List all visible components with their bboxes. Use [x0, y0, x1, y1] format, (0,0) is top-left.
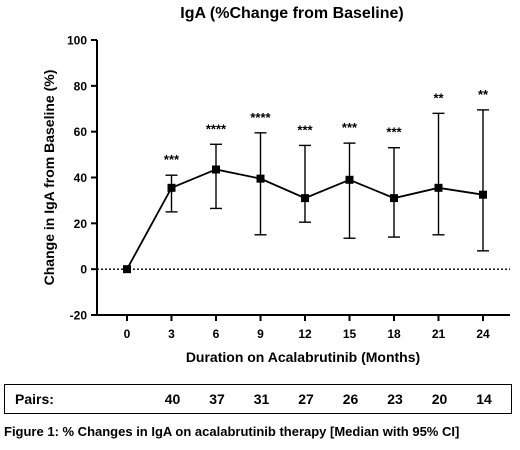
- x-tick-label: 21: [432, 327, 446, 341]
- significance-label: ***: [164, 152, 180, 167]
- data-point: [390, 194, 398, 203]
- y-tick-label: 60: [74, 125, 88, 139]
- chart: IgA (%Change from Baseline)-200204060801…: [41, 5, 510, 365]
- data-point: [123, 265, 131, 274]
- data-point: [256, 174, 265, 183]
- x-tick-label: 9: [257, 327, 264, 341]
- x-tick-label: 3: [168, 327, 175, 341]
- significance-label: ***: [342, 120, 358, 135]
- y-tick-label: 100: [67, 34, 87, 48]
- chart-title: IgA (%Change from Baseline): [180, 5, 403, 22]
- x-tick-label: 18: [387, 327, 401, 341]
- y-tick-label: -20: [70, 309, 88, 323]
- significance-label: **: [478, 87, 489, 102]
- x-tick-label: 15: [343, 327, 357, 341]
- data-point: [345, 175, 354, 184]
- pairs-value-24: 14: [476, 391, 492, 407]
- data-point: [167, 183, 176, 192]
- y-tick-label: 0: [80, 263, 87, 277]
- x-axis-label: Duration on Acalabrutinib (Months): [186, 349, 420, 365]
- pairs-label: Pairs:: [15, 391, 54, 407]
- pairs-value-18: 23: [387, 391, 403, 407]
- significance-label: ****: [206, 121, 227, 136]
- data-point: [479, 190, 487, 199]
- x-tick-label: 12: [298, 327, 312, 341]
- pairs-value-21: 20: [431, 391, 448, 407]
- significance-label: **: [433, 90, 444, 105]
- pairs-value-6: 37: [209, 391, 225, 407]
- significance-label: ***: [297, 122, 313, 137]
- x-tick-label: 0: [124, 327, 131, 341]
- y-tick-label: 20: [74, 217, 88, 231]
- figure-caption: Figure 1: % Changes in IgA on acalabruti…: [4, 424, 460, 439]
- x-tick-label: 24: [476, 327, 490, 341]
- data-point: [434, 183, 443, 192]
- pairs-table: Pairs: 40 37 31 27 26 23 20 14: [4, 384, 512, 414]
- y-axis-label: Change in IgA from Baseline (%): [41, 70, 57, 286]
- y-tick-label: 40: [74, 171, 88, 185]
- x-tick-label: 6: [213, 327, 220, 341]
- data-point: [212, 165, 220, 174]
- data-point: [301, 194, 309, 203]
- y-tick-label: 80: [74, 79, 88, 93]
- significance-label: ****: [250, 110, 271, 125]
- pairs-value-3: 40: [164, 391, 181, 407]
- pairs-value-9: 31: [253, 391, 270, 407]
- pairs-value-15: 26: [342, 391, 359, 407]
- pairs-value-12: 27: [298, 391, 314, 407]
- significance-label: ***: [386, 125, 402, 140]
